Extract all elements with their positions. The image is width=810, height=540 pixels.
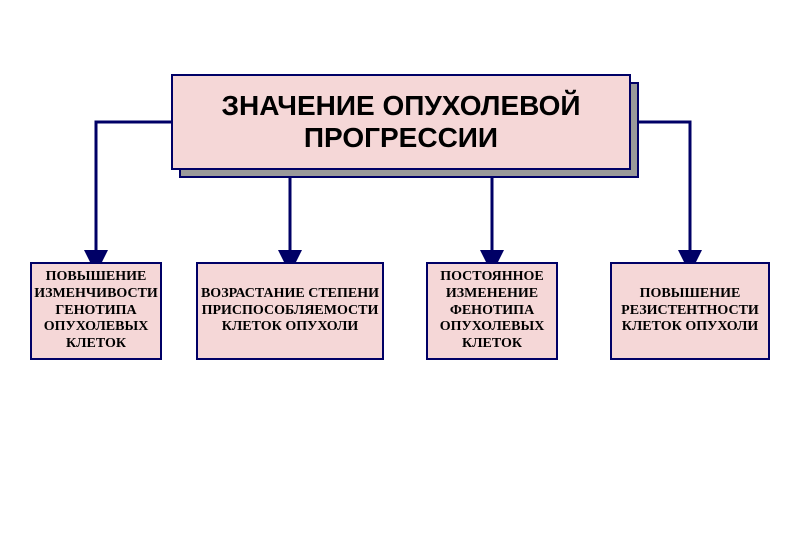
title-text: ЗНАЧЕНИЕ ОПУХОЛЕВОЙ ПРОГРЕССИИ [173, 90, 629, 154]
connector-3 [631, 122, 690, 262]
child-text-1: ВОЗРАСТАНИЕ СТЕПЕНИ ПРИСПОСОБЛЯЕМОСТИ КЛ… [200, 286, 380, 336]
child-box-0: ПОВЫШЕНИЕ ИЗМЕНЧИВОСТИ ГЕНОТИПА ОПУХОЛЕВ… [30, 262, 162, 360]
child-box-3: ПОВЫШЕНИЕ РЕЗИСТЕНТНОСТИ КЛЕТОК ОПУХОЛИ [610, 262, 770, 360]
child-text-0: ПОВЫШЕНИЕ ИЗМЕНЧИВОСТИ ГЕНОТИПА ОПУХОЛЕВ… [34, 269, 158, 353]
child-text-2: ПОСТОЯННОЕ ИЗМЕНЕНИЕ ФЕНОТИПА ОПУХОЛЕВЫХ… [430, 269, 554, 353]
child-box-2: ПОСТОЯННОЕ ИЗМЕНЕНИЕ ФЕНОТИПА ОПУХОЛЕВЫХ… [426, 262, 558, 360]
title-box: ЗНАЧЕНИЕ ОПУХОЛЕВОЙ ПРОГРЕССИИ [171, 74, 631, 170]
child-text-3: ПОВЫШЕНИЕ РЕЗИСТЕНТНОСТИ КЛЕТОК ОПУХОЛИ [614, 286, 766, 336]
child-box-1: ВОЗРАСТАНИЕ СТЕПЕНИ ПРИСПОСОБЛЯЕМОСТИ КЛ… [196, 262, 384, 360]
